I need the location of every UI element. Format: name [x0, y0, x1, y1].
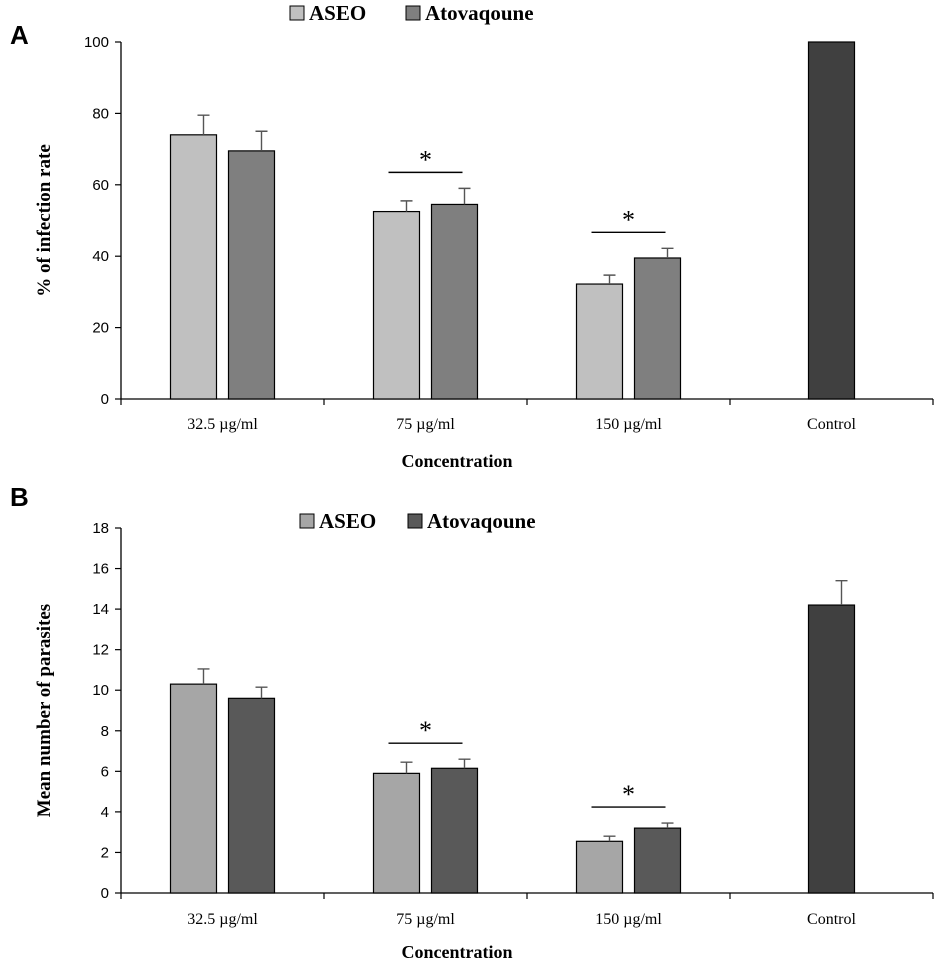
bar	[372, 772, 421, 894]
bar	[227, 697, 276, 894]
legend-entry: Atovaqoune	[427, 509, 536, 533]
chart-panel-b: B 0 2 4 6 8 10 12 14 16 18 32.5 µg/ml * 75 µg/ml * 150 …	[10, 482, 934, 962]
error-bar	[603, 835, 616, 842]
error-bar	[197, 114, 210, 135]
legend-swatch	[407, 513, 423, 529]
error-bar	[661, 822, 674, 829]
bar	[575, 840, 624, 894]
legend-entry: Atovaqoune	[425, 1, 534, 25]
error-bar	[603, 274, 616, 285]
x-tick-label: 75 µg/ml	[396, 911, 455, 928]
bar	[372, 210, 421, 400]
x-tick-label: 75 µg/ml	[396, 416, 455, 433]
y-tick-label: 40	[92, 248, 109, 265]
bar	[430, 203, 479, 400]
y-tick-label: 16	[92, 561, 109, 578]
chart-panel-a: A 0 20 40 60 80 100 32.5 µg/ml * 75 µg/ml * 150 µg/…	[10, 1, 934, 471]
y-tick-label: 6	[101, 763, 109, 780]
y-tick-label: 12	[92, 642, 109, 659]
error-bar	[458, 758, 471, 769]
error-bar	[197, 668, 210, 685]
error-bar	[255, 130, 268, 151]
error-bar	[400, 761, 413, 774]
x-tick-label: 32.5 µg/ml	[187, 911, 258, 928]
legend: ASEO Atovaqoune	[299, 509, 536, 533]
error-bar	[255, 686, 268, 699]
bar	[575, 283, 624, 400]
y-axis-label: % of infection rate	[34, 144, 55, 296]
bar	[169, 134, 218, 400]
legend-entry: ASEO	[319, 509, 376, 533]
panel-letter: B	[10, 482, 29, 512]
x-tick-label: 150 µg/ml	[595, 416, 662, 433]
y-tick-label: 20	[92, 320, 109, 337]
y-tick-label: 0	[101, 391, 109, 408]
error-bar	[458, 187, 471, 205]
x-axis-label: Concentration	[402, 451, 513, 471]
bar	[807, 41, 856, 400]
y-axis-label: Mean number of parasites	[34, 604, 55, 817]
bar	[227, 150, 276, 400]
y-tick-label: 60	[92, 177, 109, 194]
x-axis-label: Concentration	[402, 942, 513, 962]
y-tick-label: 8	[101, 723, 109, 740]
legend-swatch	[289, 5, 305, 21]
legend-swatch	[405, 5, 421, 21]
x-tick-label: Control	[807, 416, 856, 433]
bar	[633, 257, 682, 400]
y-tick-label: 10	[92, 682, 109, 699]
legend-swatch	[299, 513, 315, 529]
error-bar	[400, 200, 413, 212]
error-bar	[661, 247, 674, 258]
x-tick-label: 32.5 µg/ml	[187, 416, 258, 433]
panel-letter: A	[10, 20, 29, 50]
significance-asterisk: *	[622, 205, 635, 234]
significance-asterisk: *	[419, 716, 432, 745]
significance-asterisk: *	[419, 145, 432, 174]
bar	[807, 604, 856, 894]
y-tick-label: 2	[101, 844, 109, 861]
error-bar	[835, 580, 848, 606]
legend-entry: ASEO	[309, 1, 366, 25]
x-tick-label: 150 µg/ml	[595, 911, 662, 928]
bar	[430, 767, 479, 894]
significance-asterisk: *	[622, 780, 635, 809]
y-tick-label: 4	[101, 804, 109, 821]
y-tick-label: 0	[101, 885, 109, 902]
legend: ASEO Atovaqoune	[289, 1, 534, 25]
y-tick-label: 80	[92, 105, 109, 122]
bar	[633, 827, 682, 894]
y-tick-label: 100	[84, 34, 109, 51]
x-tick-label: Control	[807, 911, 856, 928]
bar	[169, 683, 218, 894]
y-tick-label: 14	[92, 601, 109, 618]
y-tick-label: 18	[92, 520, 109, 537]
